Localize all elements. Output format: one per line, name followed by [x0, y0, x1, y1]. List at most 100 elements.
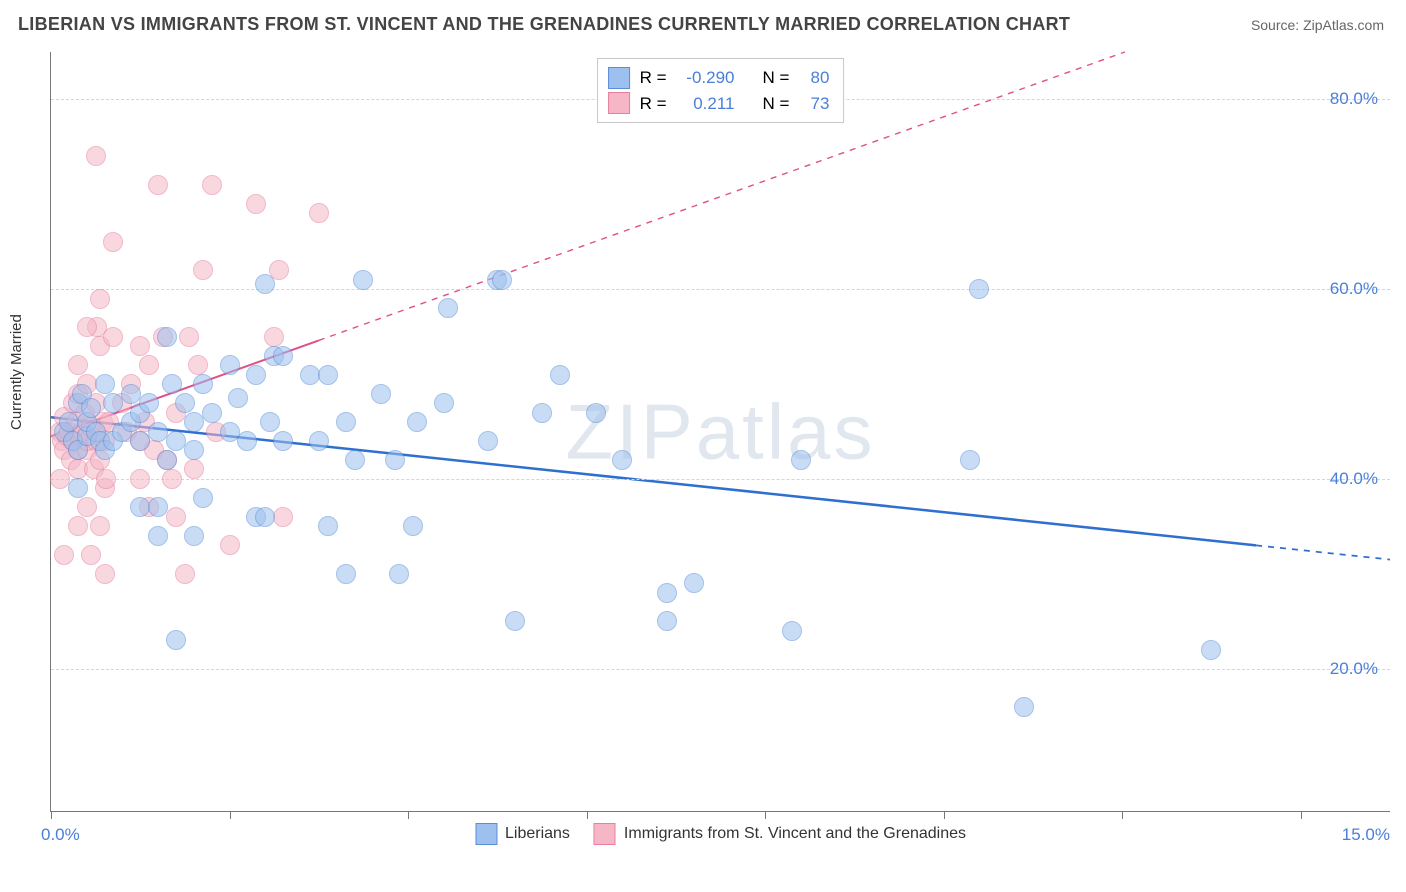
- r-label: R =: [640, 65, 667, 91]
- y-tick-label: 60.0%: [1330, 279, 1378, 299]
- data-point: [260, 412, 280, 432]
- y-tick-label: 80.0%: [1330, 89, 1378, 109]
- data-point: [403, 516, 423, 536]
- data-point: [162, 374, 182, 394]
- x-axis-min-label: 0.0%: [41, 825, 80, 845]
- x-tick: [587, 811, 588, 819]
- data-point: [782, 621, 802, 641]
- n-value: 80: [799, 65, 829, 91]
- data-point: [220, 535, 240, 555]
- series-name: Liberians: [505, 825, 570, 843]
- data-point: [202, 175, 222, 195]
- data-point: [371, 384, 391, 404]
- data-point: [237, 431, 257, 451]
- data-point: [202, 403, 222, 423]
- data-point: [130, 336, 150, 356]
- data-point: [309, 203, 329, 223]
- data-point: [130, 431, 150, 451]
- data-point: [139, 393, 159, 413]
- data-point: [68, 478, 88, 498]
- data-point: [273, 431, 293, 451]
- data-point: [179, 327, 199, 347]
- gridline-h: [51, 289, 1390, 290]
- x-tick: [1122, 811, 1123, 819]
- r-label: R =: [640, 91, 667, 117]
- data-point: [389, 564, 409, 584]
- data-point: [434, 393, 454, 413]
- data-point: [791, 450, 811, 470]
- data-point: [960, 450, 980, 470]
- x-tick: [51, 811, 52, 819]
- data-point: [318, 365, 338, 385]
- data-point: [309, 431, 329, 451]
- data-point: [166, 630, 186, 650]
- legend-series: Liberians Immigrants from St. Vincent an…: [475, 823, 966, 845]
- data-point: [68, 516, 88, 536]
- data-point: [385, 450, 405, 470]
- legend-swatch: [475, 823, 497, 845]
- data-point: [77, 497, 97, 517]
- chart-header: LIBERIAN VS IMMIGRANTS FROM ST. VINCENT …: [0, 0, 1406, 45]
- data-point: [86, 146, 106, 166]
- legend-row: R = -0.290 N = 80: [608, 65, 830, 91]
- legend-item: Liberians: [475, 823, 570, 845]
- data-point: [184, 412, 204, 432]
- y-tick-label: 20.0%: [1330, 659, 1378, 679]
- data-point: [255, 274, 275, 294]
- data-point: [95, 374, 115, 394]
- data-point: [148, 526, 168, 546]
- data-point: [148, 497, 168, 517]
- data-point: [90, 289, 110, 309]
- y-axis-label: Currently Married: [8, 314, 25, 430]
- data-point: [273, 507, 293, 527]
- n-label: N =: [763, 65, 790, 91]
- data-point: [157, 327, 177, 347]
- data-point: [273, 346, 293, 366]
- data-point: [130, 469, 150, 489]
- data-point: [139, 355, 159, 375]
- data-point: [345, 450, 365, 470]
- data-point: [657, 611, 677, 631]
- r-value: -0.290: [677, 65, 735, 91]
- r-value: 0.211: [677, 91, 735, 117]
- data-point: [193, 260, 213, 280]
- data-point: [184, 526, 204, 546]
- x-tick: [408, 811, 409, 819]
- data-point: [166, 507, 186, 527]
- data-point: [188, 355, 208, 375]
- data-point: [684, 573, 704, 593]
- legend-swatch: [608, 92, 630, 114]
- data-point: [184, 440, 204, 460]
- data-point: [193, 374, 213, 394]
- data-point: [969, 279, 989, 299]
- data-point: [162, 469, 182, 489]
- data-point: [175, 393, 195, 413]
- data-point: [532, 403, 552, 423]
- data-point: [184, 459, 204, 479]
- n-value: 73: [799, 91, 829, 117]
- plot-area: ZIPatlas 0.0% 15.0% R = -0.290 N = 80 R …: [50, 52, 1390, 812]
- data-point: [220, 355, 240, 375]
- data-point: [505, 611, 525, 631]
- data-point: [550, 365, 570, 385]
- data-point: [81, 545, 101, 565]
- data-point: [407, 412, 427, 432]
- data-point: [246, 365, 266, 385]
- data-point: [264, 327, 284, 347]
- data-point: [54, 545, 74, 565]
- data-point: [336, 412, 356, 432]
- gridline-h: [51, 669, 1390, 670]
- legend-correlation: R = -0.290 N = 80 R = 0.211 N = 73: [597, 58, 845, 123]
- x-tick: [944, 811, 945, 819]
- x-axis-max-label: 15.0%: [1342, 825, 1390, 845]
- data-point: [148, 175, 168, 195]
- x-tick: [1301, 811, 1302, 819]
- data-point: [612, 450, 632, 470]
- data-point: [318, 516, 338, 536]
- data-point: [103, 232, 123, 252]
- data-point: [246, 194, 266, 214]
- data-point: [255, 507, 275, 527]
- data-point: [81, 398, 101, 418]
- data-point: [96, 469, 116, 489]
- data-point: [492, 270, 512, 290]
